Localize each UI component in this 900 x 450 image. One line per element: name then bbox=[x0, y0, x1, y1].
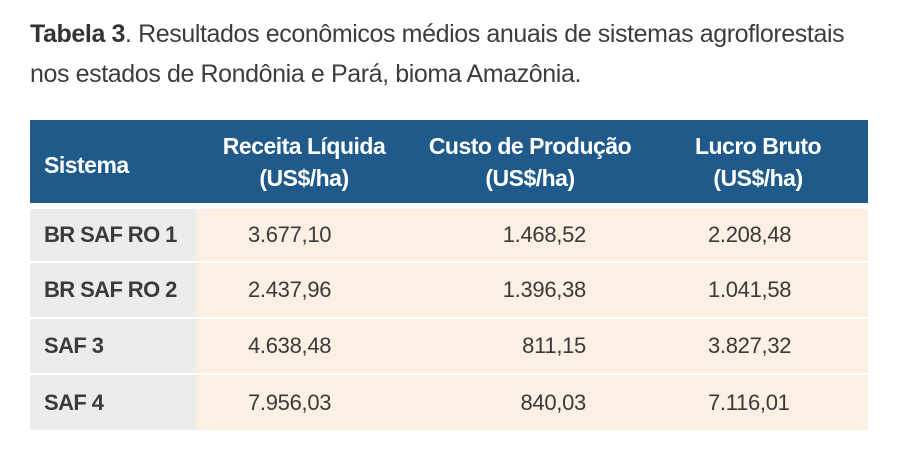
header-custo: Custo de Produção (US$/ha) bbox=[412, 120, 648, 206]
table-row: BR SAF RO 1 3.677,10 1.468,52 2.208,48 bbox=[30, 203, 868, 262]
header-receita-label: Receita Líquida bbox=[222, 132, 386, 159]
header-receita-unit: (US$/ha) bbox=[259, 164, 349, 191]
table-header: Sistema Receita Líquida (US$/ha) Custo d… bbox=[30, 120, 868, 206]
header-custo-unit: (US$/ha) bbox=[485, 164, 575, 191]
cell-custo: 1.396,38 bbox=[412, 261, 648, 318]
header-lucro: Lucro Bruto (US$/ha) bbox=[648, 120, 868, 206]
cell-sistema: SAF 4 bbox=[30, 373, 196, 430]
header-sistema-label: Sistema bbox=[44, 151, 129, 178]
header-lucro-unit: (US$/ha) bbox=[713, 164, 803, 191]
cell-lucro: 1.041,58 bbox=[648, 261, 868, 318]
cell-receita: 4.638,48 bbox=[196, 317, 412, 374]
cell-custo: 811,15 bbox=[412, 317, 648, 374]
results-table: Sistema Receita Líquida (US$/ha) Custo d… bbox=[30, 120, 868, 430]
cell-custo: 840,03 bbox=[412, 373, 648, 430]
header-lucro-label: Lucro Bruto bbox=[694, 132, 822, 159]
cell-lucro: 3.827,32 bbox=[648, 317, 868, 374]
cell-sistema: BR SAF RO 1 bbox=[30, 203, 196, 262]
table-body: BR SAF RO 1 3.677,10 1.468,52 2.208,48 B… bbox=[30, 203, 868, 430]
cell-sistema: BR SAF RO 2 bbox=[30, 261, 196, 318]
header-custo-label: Custo de Produção bbox=[428, 132, 632, 159]
cell-sistema: SAF 3 bbox=[30, 317, 196, 374]
table-row: BR SAF RO 2 2.437,96 1.396,38 1.041,58 bbox=[30, 261, 868, 318]
header-sistema: Sistema bbox=[30, 120, 196, 206]
cell-lucro: 2.208,48 bbox=[648, 203, 868, 262]
table-row: SAF 4 7.956,03 840,03 7.116,01 bbox=[30, 373, 868, 430]
cell-lucro: 7.116,01 bbox=[648, 373, 868, 430]
table-row: SAF 3 4.638,48 811,15 3.827,32 bbox=[30, 317, 868, 374]
table-caption: Tabela 3. Resultados econômicos médios a… bbox=[30, 14, 880, 94]
header-row: Sistema Receita Líquida (US$/ha) Custo d… bbox=[30, 120, 868, 206]
cell-receita: 7.956,03 bbox=[196, 373, 412, 430]
caption-text: . Resultados econômicos médios anuais de… bbox=[30, 20, 845, 88]
cell-receita: 2.437,96 bbox=[196, 261, 412, 318]
caption-label: Tabela 3 bbox=[30, 20, 125, 48]
cell-receita: 3.677,10 bbox=[196, 203, 412, 262]
header-receita: Receita Líquida (US$/ha) bbox=[196, 120, 412, 206]
cell-custo: 1.468,52 bbox=[412, 203, 648, 262]
